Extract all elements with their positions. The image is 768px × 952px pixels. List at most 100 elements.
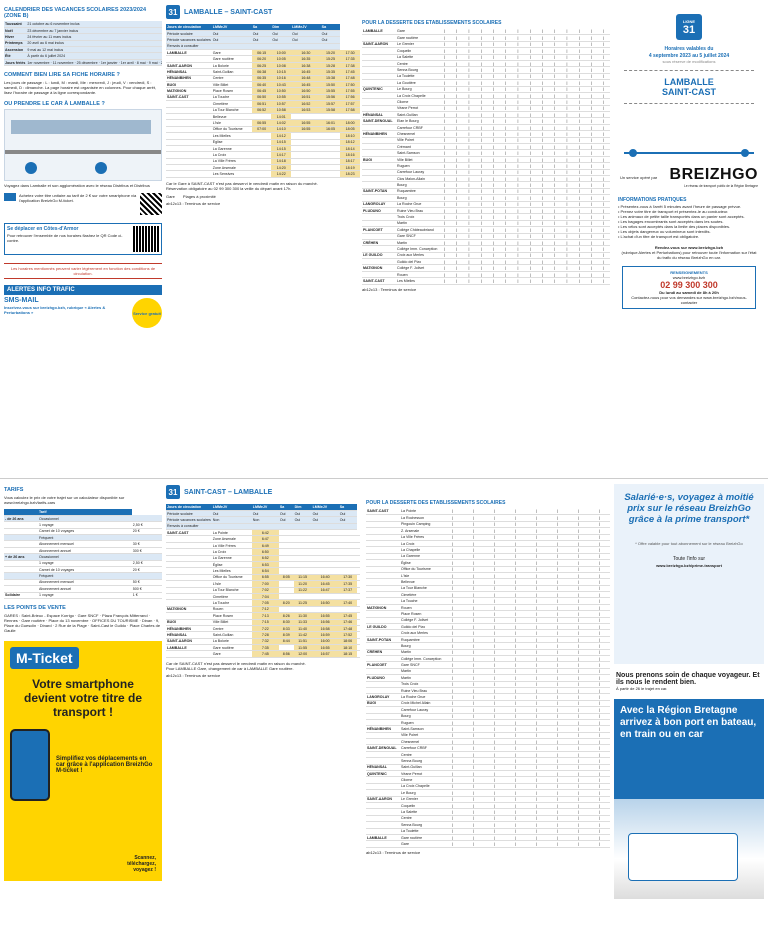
table-cell: |: [463, 744, 485, 752]
table-cell: |: [560, 47, 574, 55]
table-cell: |: [505, 661, 527, 669]
table-cell: |: [589, 789, 610, 797]
table-row: Bourg | | | | | | | |: [366, 713, 610, 720]
table-cell: [356, 567, 360, 575]
table-cell: |: [475, 143, 488, 151]
table-cell: |: [526, 585, 548, 593]
salaries-link[interactable]: www.breizhgo.bzh/prime-transport: [656, 562, 722, 568]
table-cell: 16:55: [291, 119, 321, 127]
table-cell: [362, 54, 396, 61]
table-cell: 17:35: [338, 580, 357, 588]
table-cell: |: [585, 226, 598, 234]
table-cell: |: [585, 181, 598, 189]
table-cell: |: [463, 508, 485, 516]
table-cell: Ville Billet: [211, 619, 252, 626]
table-row: Office du Tourisme | | | | | | | |: [366, 566, 610, 573]
table-cell: |: [511, 66, 525, 74]
table-cell: HÉNANBIHEN: [166, 625, 212, 633]
table-cell: Oui: [278, 516, 294, 524]
table-cell: Martin: [396, 239, 439, 247]
table-cell: [366, 751, 400, 759]
table-cell: |: [484, 802, 506, 810]
smartphone-icon: [10, 728, 50, 801]
station-title: OU PRENDRE LE CAR À LAMBALLE ?: [4, 101, 105, 108]
table-cell: |: [589, 840, 610, 848]
table-cell: |: [589, 687, 610, 695]
table-cell: [211, 43, 252, 51]
table-cell: |: [573, 111, 586, 119]
table-cell: |: [511, 245, 525, 253]
table-row: La Rochesson | | | | | | | |: [366, 514, 610, 522]
table-cell: |: [573, 34, 586, 42]
table-cell: |: [526, 796, 548, 804]
table-cell: [131, 553, 162, 561]
table-cell: |: [505, 636, 527, 644]
table-cell: |: [484, 808, 506, 816]
table-cell: |: [462, 169, 476, 177]
table-cell: |: [499, 105, 512, 113]
table-cell: |: [536, 264, 549, 272]
table-cell: |: [585, 277, 598, 285]
table-cell: Oui: [291, 36, 321, 44]
table-cell: 23 décembre au 7 janvier inclus: [26, 27, 162, 35]
table-cell: |: [484, 514, 506, 522]
table-cell: Hiver: [4, 33, 27, 41]
table-cell: |: [536, 239, 549, 247]
table-cell: 6:55: [251, 574, 279, 582]
table-cell: [4, 566, 38, 574]
table-cell: |: [597, 28, 610, 36]
table-cell: |: [463, 559, 485, 567]
table-cell: [362, 181, 396, 189]
table-cell: |: [442, 713, 464, 720]
phone-number[interactable]: 02 99 300 300: [660, 279, 718, 290]
table-row: SAINT-AARON La Bolorie 7:32 8:44 11:51 16:00 1…: [166, 638, 360, 646]
table-cell: |: [442, 514, 464, 522]
table-cell: |: [462, 220, 476, 228]
cover-panel: LIGNE 31 Horaires valables du 4 septembr…: [614, 4, 764, 474]
table-cell: [338, 529, 357, 537]
reservation-title: RENSEIGNEMENTS: [670, 269, 708, 275]
table-cell: |: [585, 54, 598, 61]
table-cell: |: [568, 604, 590, 612]
table-cell: |: [573, 54, 586, 61]
table-cell: |: [442, 585, 464, 593]
table-cell: |: [511, 86, 525, 93]
table-cell: Oui: [211, 30, 252, 38]
table-cell: Centre: [396, 60, 439, 68]
table-cell: |: [484, 636, 506, 644]
table-cell: Gare: [211, 49, 252, 57]
table-cell: |: [487, 188, 500, 196]
table-cell: |: [499, 213, 512, 221]
table-cell: |: [511, 79, 525, 87]
table-cell: |: [505, 585, 527, 593]
table-cell: 1 voyage: [38, 560, 132, 568]
bus-stop-icon: [25, 162, 37, 175]
table-cell: 7:15: [251, 619, 279, 626]
table-cell: [278, 644, 294, 652]
table-cell: |: [548, 86, 561, 93]
table-cell: Jours de circulation: [166, 504, 212, 511]
table-row: LAMBALLE Gare routière | | | | | | | |: [366, 834, 610, 842]
table-row: + de 26 ans Occasionnel: [4, 553, 162, 561]
table-row: Cimetière | | | | | | | |: [366, 591, 610, 599]
table-row: HÉNANSAL Saint-Guillan 06:38 10:15 16:45 15:3…: [166, 68, 360, 76]
table-cell: |: [505, 757, 527, 765]
table-cell: |: [442, 770, 464, 778]
table-cell: |: [442, 815, 464, 823]
table-cell: |: [438, 60, 451, 68]
table-cell: |: [438, 239, 451, 247]
table-cell: |: [547, 572, 569, 580]
table-cell: 17:50: [340, 81, 360, 89]
table-cell: SAINT-AARON: [366, 796, 400, 804]
table-cell: |: [547, 713, 569, 720]
reservation-site[interactable]: www.breizhgo.bzh: [672, 274, 706, 280]
table-row: - de 26 ans Occasionnel: [4, 515, 162, 523]
table-cell: 9 mai au 12 mai inclus: [26, 46, 162, 54]
table-cell: |: [597, 79, 610, 87]
table-cell: |: [585, 245, 598, 253]
table-cell: [362, 220, 396, 228]
table-cell: |: [526, 757, 548, 765]
table-cell: |: [505, 553, 527, 561]
table-cell: |: [560, 130, 574, 138]
table-cell: 8:56: [278, 650, 294, 658]
